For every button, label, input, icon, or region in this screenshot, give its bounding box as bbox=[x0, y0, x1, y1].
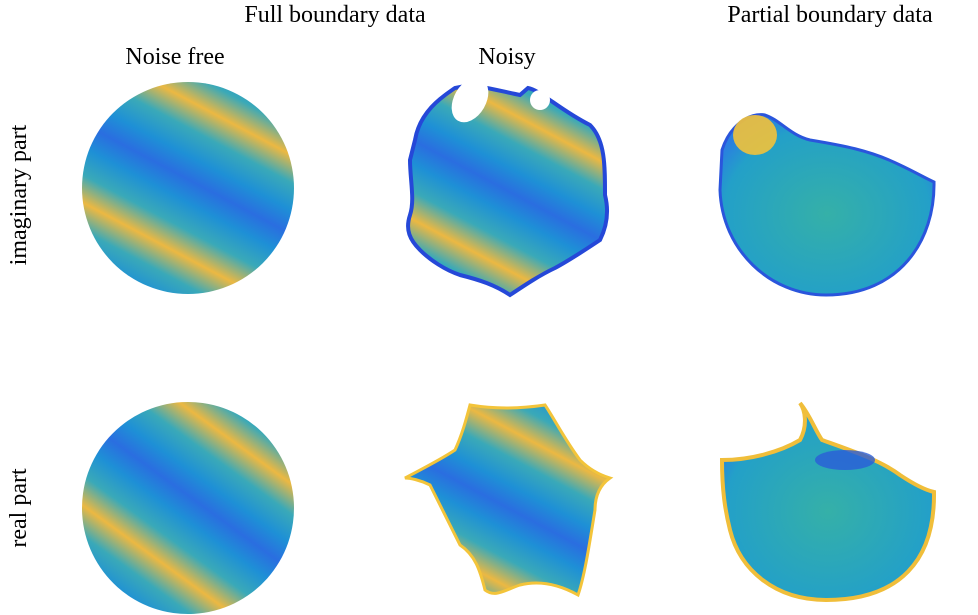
row-label: real part bbox=[6, 468, 32, 548]
image-panel bbox=[406, 77, 610, 298]
image-panel bbox=[404, 403, 614, 598]
column-label: Noisy bbox=[478, 44, 535, 70]
cold-spot bbox=[815, 450, 875, 470]
image-panel bbox=[719, 401, 937, 603]
image-panel bbox=[718, 113, 936, 297]
row-label: imaginary part bbox=[6, 124, 32, 265]
header-partial: Partial boundary data bbox=[727, 2, 933, 28]
column-label: Noise free bbox=[125, 44, 224, 70]
image-panel bbox=[82, 402, 294, 614]
hot-spot bbox=[733, 115, 777, 155]
image-panel bbox=[82, 82, 294, 294]
header-full: Full boundary data bbox=[244, 2, 426, 28]
